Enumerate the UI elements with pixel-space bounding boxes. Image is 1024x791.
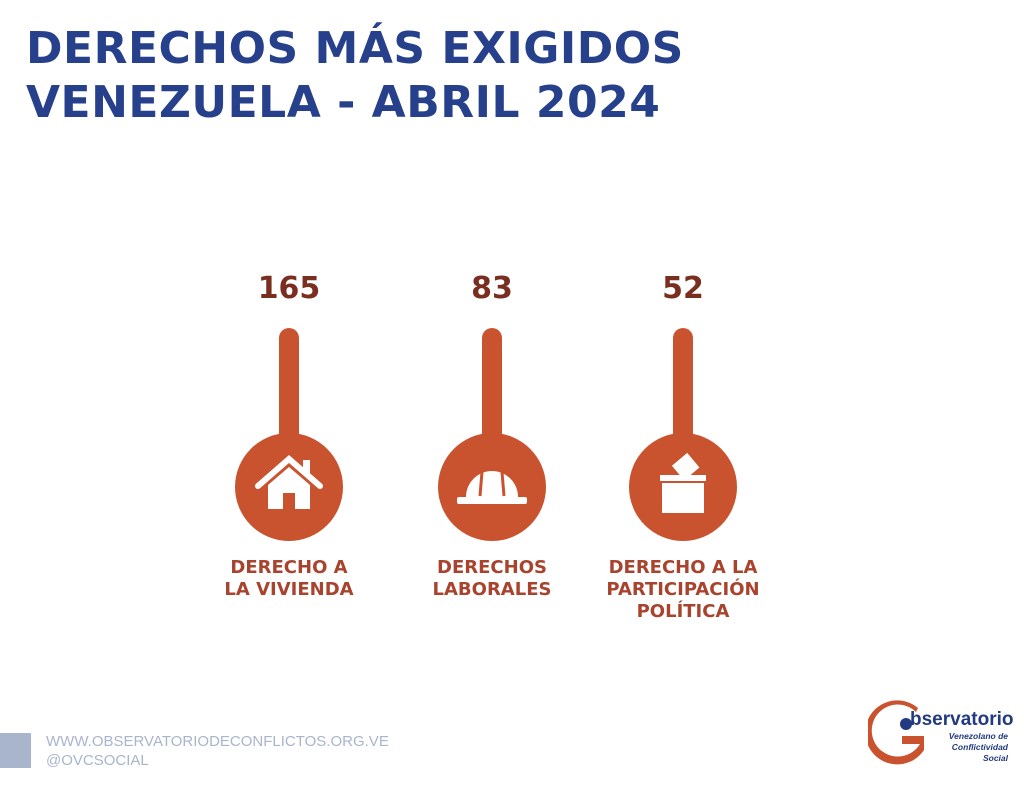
category-label: LA VIVIENDA (224, 579, 353, 600)
house-body (268, 467, 310, 509)
data-label: 52 (662, 271, 704, 306)
category-label: POLÍTICA (637, 600, 730, 622)
ballot-slot-top (660, 475, 706, 481)
house-icon (255, 455, 323, 509)
logo-sub-2: Conflictividad Social (951, 742, 1008, 763)
category-label: DERECHOS (437, 557, 547, 578)
ovcs-logo: bservatorio Venezolano de Conflictividad… (868, 700, 1013, 766)
logo-title: bservatorio (910, 709, 1014, 730)
category-label: DERECHO A LA (609, 557, 758, 578)
hat-brim (457, 497, 527, 504)
house-roof (255, 455, 323, 489)
footer-text: WWW.OBSERVATORIODECONFLICTOS.ORG.VE @OVC… (46, 732, 389, 770)
hat-ridge-left (478, 471, 484, 497)
chart-item: 165 DERECHO ALA VIVIENDA (224, 271, 353, 600)
house-chimney (303, 460, 310, 474)
title-line-2: VENEZUELA - ABRIL 2024 (26, 77, 661, 128)
footer-social[interactable]: @OVCSOCIAL (46, 752, 149, 769)
page-title: DERECHOS MÁS EXIGIDOS VENEZUELA - ABRIL … (26, 22, 684, 130)
footer-website[interactable]: WWW.OBSERVATORIODECONFLICTOS.ORG.VE (46, 733, 389, 750)
ballot-box-icon (660, 452, 706, 513)
ballot-paper (671, 452, 700, 481)
category-label: DERECHO A (230, 557, 347, 578)
house-door (283, 493, 295, 509)
hat-ridge-right (500, 471, 506, 497)
footer-square (0, 733, 31, 768)
logo-sub-1: Venezolano de (948, 731, 1008, 741)
ballot-box-body (662, 483, 704, 513)
title-line-1: DERECHOS MÁS EXIGIDOS (26, 23, 684, 74)
rights-chart: 165 DERECHO ALA VIVIENDA 83 DERECHOSLABORAL… (224, 271, 759, 622)
logo-subtitle: Venezolano de Conflictividad Social (931, 731, 1008, 764)
category-label: PARTICIPACIÓN (606, 578, 759, 600)
hard-hat-icon (457, 471, 527, 504)
data-label: 83 (471, 271, 513, 306)
category-label: LABORALES (433, 579, 552, 600)
data-label: 165 (258, 271, 321, 306)
logo-mark-icon (868, 700, 924, 765)
